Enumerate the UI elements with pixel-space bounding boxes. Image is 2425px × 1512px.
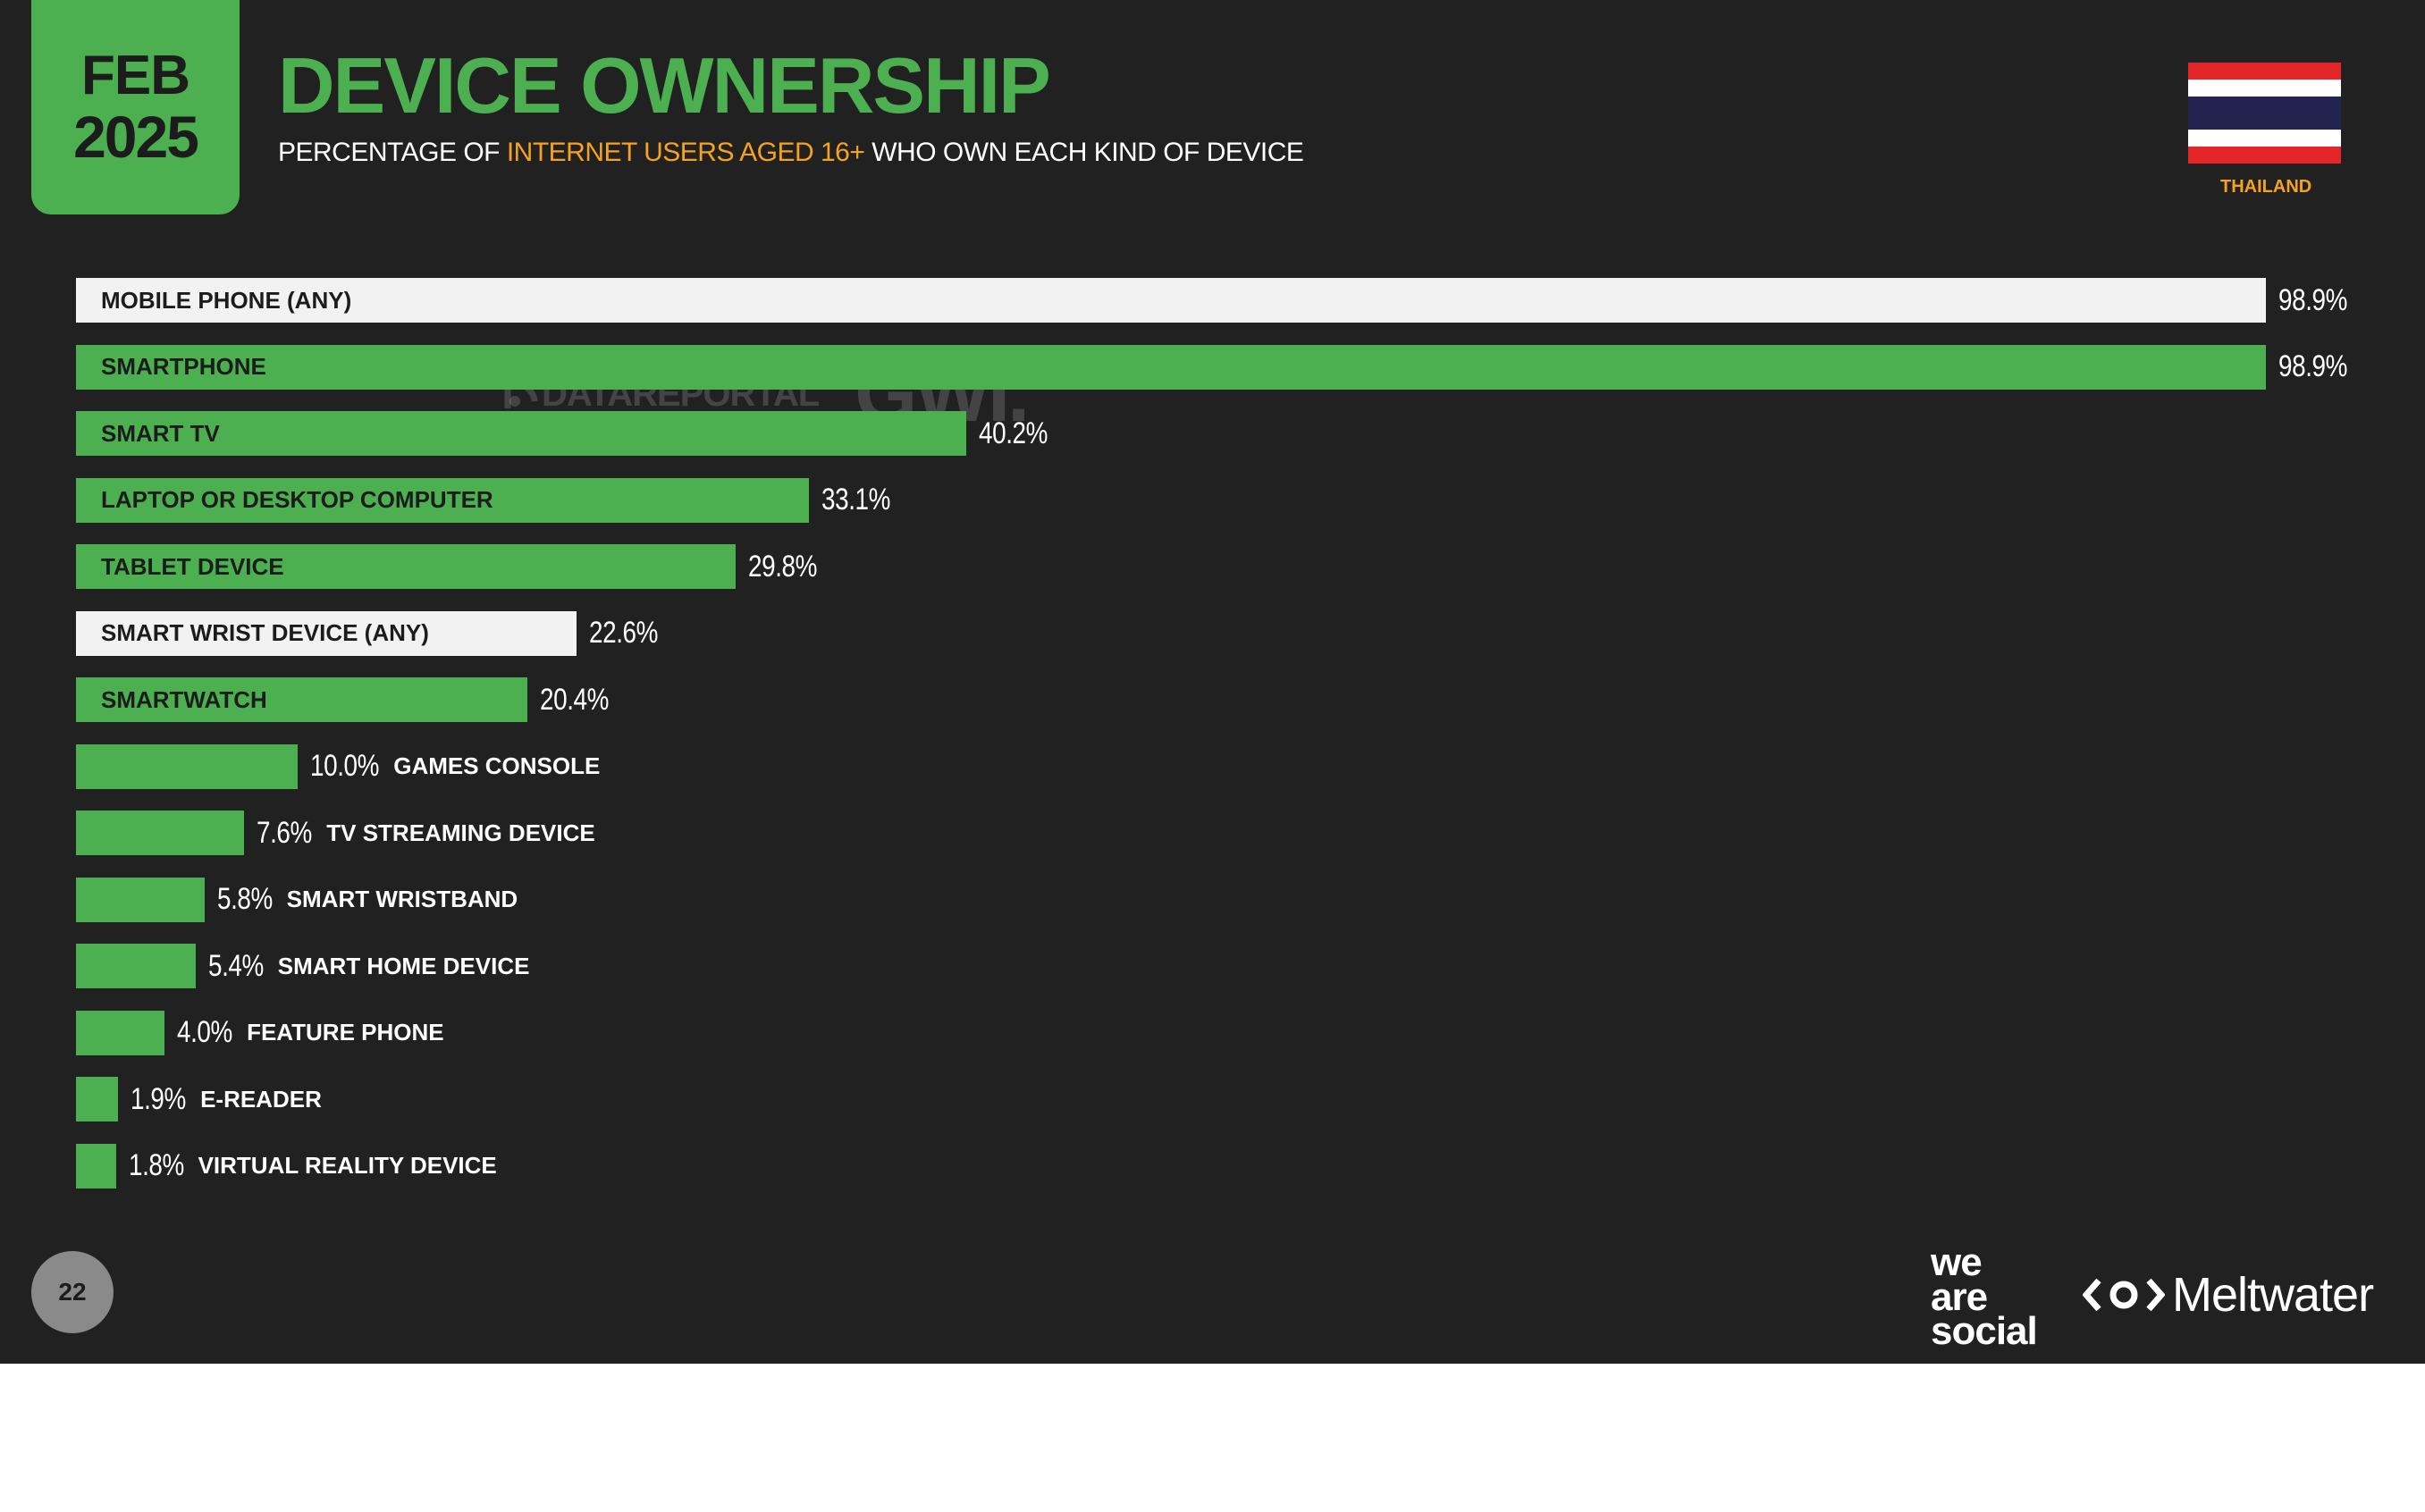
meltwater-icon [2083, 1275, 2165, 1315]
value-label: 1.9% [131, 1081, 186, 1116]
category-label: MOBILE PHONE (ANY) [101, 286, 352, 314]
bar-smart-tv [76, 411, 966, 456]
value-label: 20.4% [540, 682, 610, 717]
category-label: LAPTOP OR DESKTOP COMPUTER [101, 486, 493, 513]
category-label: GAMES CONSOLE [393, 752, 601, 779]
value-label: 7.6% [257, 815, 313, 850]
value-label: 98.9% [2278, 282, 2348, 317]
bar-smart-wrist-device-any [76, 610, 577, 656]
category-label: SMARTPHONE [101, 353, 266, 380]
date-year: 2025 [73, 104, 199, 170]
value-label: 40.2% [978, 416, 1048, 450]
page-subtitle: PERCENTAGE OF INTERNET USERS AGED 16+ WH… [278, 138, 1304, 168]
bar-smart-wristband [76, 877, 205, 922]
category-label: E-READER [200, 1085, 322, 1113]
we-are-social-logo: we are social [1931, 1240, 2038, 1354]
meltwater-wordmark: Meltwater [2172, 1268, 2374, 1322]
value-label: 29.8% [748, 549, 818, 584]
category-label: SMART WRIST DEVICE (ANY) [101, 619, 429, 646]
category-label: TV STREAMING DEVICE [326, 819, 595, 846]
value-label: 10.0% [309, 749, 379, 783]
category-label: SMART TV [101, 419, 220, 447]
page-title: DEVICE OWNERSHIP [278, 41, 1051, 130]
category-label: SMARTWATCH [101, 685, 267, 713]
value-label: 1.8% [128, 1148, 184, 1182]
category-label: SMART WRISTBAND [286, 886, 518, 912]
date-month: FEB [81, 45, 190, 106]
category-label: FEATURE PHONE [247, 1019, 444, 1046]
category-label: SMART HOME DEVICE [277, 952, 530, 979]
bar-games-console [76, 743, 298, 789]
subtitle-suffix: WHO OWN EACH KIND OF DEVICE [864, 138, 1304, 167]
page-number: 22 [31, 1251, 114, 1333]
bar-smartphone [76, 344, 2266, 390]
bar-smartwatch [76, 677, 528, 722]
bar-laptop-or-desktop-computer [76, 477, 809, 523]
date-badge: FEB 2025 [31, 0, 240, 214]
bar-virtual-reality-device [76, 1143, 116, 1189]
bar-tv-streaming-device [76, 811, 245, 855]
bar-tablet-device [76, 544, 737, 589]
subtitle-prefix: PERCENTAGE OF [278, 138, 507, 167]
bar-e-reader [76, 1077, 119, 1121]
category-label: VIRTUAL REALITY DEVICE [198, 1152, 497, 1179]
slide: FEB 2025 DEVICE OWNERSHIP PERCENTAGE OF … [0, 0, 2425, 1364]
subtitle-highlight: INTERNET USERS AGED 16+ [506, 138, 865, 167]
value-label: 22.6% [588, 616, 658, 650]
value-label: 5.8% [216, 882, 273, 916]
value-label: 4.0% [177, 1015, 232, 1049]
value-label: 98.9% [2278, 349, 2348, 383]
bar-feature-phone [76, 1010, 165, 1055]
value-label: 5.4% [207, 948, 264, 983]
category-label: TABLET DEVICE [101, 552, 284, 580]
device-ownership-chart: 98.9% MOBILE PHONE (ANY) 98.9% SMARTPHONE 40… [76, 278, 2348, 1189]
country-label: THAILAND [2220, 177, 2312, 197]
meltwater-logo: Meltwater [2083, 1267, 2374, 1323]
value-label: 33.1% [821, 483, 890, 517]
bar-mobile-phone-any [76, 278, 2266, 323]
bar-smart-home-device [76, 944, 196, 988]
thailand-flag-icon [2188, 63, 2341, 164]
